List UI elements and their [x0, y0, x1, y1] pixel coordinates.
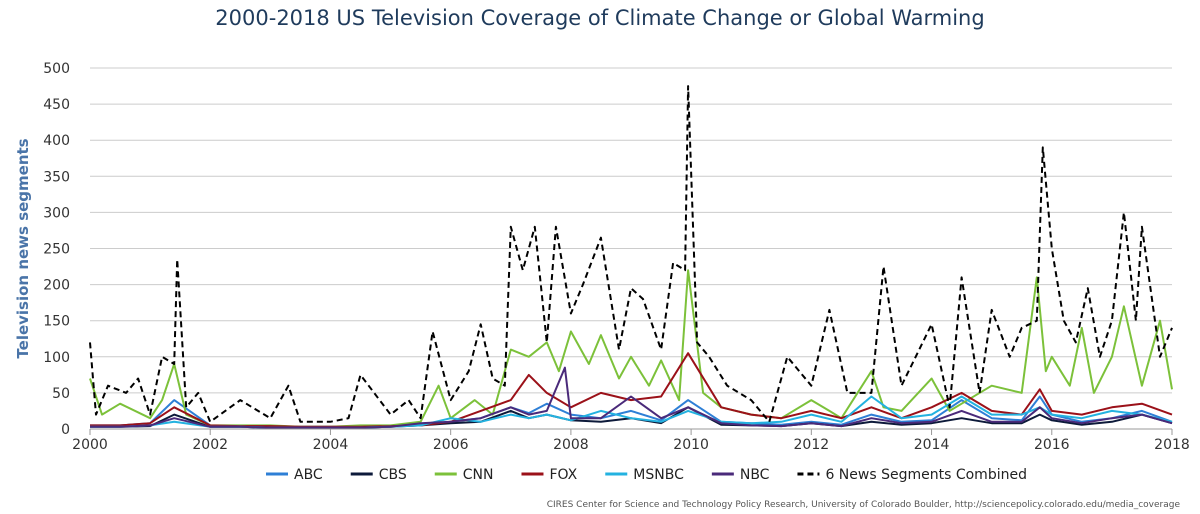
legend-label: ABC [294, 467, 323, 483]
x-tick-label: 2016 [1034, 437, 1070, 453]
legend-item[interactable]: FOX [521, 467, 578, 483]
y-axis-ticks: 0 50 100 150 200 250 300 350 400 450 500 [43, 61, 70, 438]
x-tick-label: 2014 [914, 437, 950, 453]
x-axis-ticks: 2000 2002 2004 2006 2008 2010 2012 2014 2016 2018 [72, 429, 1190, 453]
series-line-nbc [90, 366, 1173, 429]
series-line-fox [90, 352, 1173, 428]
legend-item[interactable]: MSNBC [605, 467, 684, 483]
source-credit: CIRES Center for Science and Technology … [546, 500, 1180, 510]
x-tick-label: 2018 [1154, 437, 1190, 453]
x-tick-label: 2008 [553, 437, 589, 453]
y-tick-label: 450 [43, 97, 70, 113]
x-tick-label: 2006 [433, 437, 469, 453]
series-line-cnn [89, 269, 1173, 428]
legend-item[interactable]: CNN [434, 467, 494, 483]
y-tick-label: 300 [43, 205, 70, 221]
grid-lines [90, 67, 1172, 394]
x-tick-label: 2004 [313, 437, 349, 453]
legend-label: 6 News Segments Combined [825, 467, 1027, 483]
x-tick-label: 2002 [192, 437, 228, 453]
legend: ABC CBS CNN FOX MSNBC NBC 6 News Segments Comb… [266, 467, 1027, 483]
legend-label: FOX [549, 467, 577, 483]
y-tick-label: 0 [61, 422, 70, 438]
y-tick-label: 50 [52, 386, 70, 402]
series-line-6-news-segments-combined [89, 85, 1173, 423]
series-lines [89, 85, 1173, 429]
y-tick-label: 400 [43, 133, 70, 149]
x-tick-label: 2000 [72, 437, 108, 453]
y-tick-label: 150 [43, 314, 70, 330]
y-tick-label: 250 [43, 242, 70, 258]
y-axis-label: Television news segments [14, 138, 32, 358]
x-tick-label: 2010 [673, 437, 709, 453]
y-tick-label: 500 [43, 61, 70, 77]
legend-label: CNN [463, 467, 494, 483]
x-tick-label: 2012 [794, 437, 830, 453]
legend-label: MSNBC [633, 467, 684, 483]
y-tick-label: 350 [43, 169, 70, 185]
y-tick-label: 100 [43, 350, 70, 366]
legend-label: CBS [379, 467, 407, 483]
legend-label: NBC [740, 467, 770, 483]
legend-item[interactable]: CBS [350, 467, 407, 483]
chart-title: 2000-2018 US Television Coverage of Clim… [215, 6, 985, 30]
y-tick-label: 200 [43, 278, 70, 294]
legend-item[interactable]: ABC [266, 467, 323, 483]
legend-item[interactable]: 6 News Segments Combined [797, 467, 1027, 483]
legend-item[interactable]: NBC [711, 467, 770, 483]
